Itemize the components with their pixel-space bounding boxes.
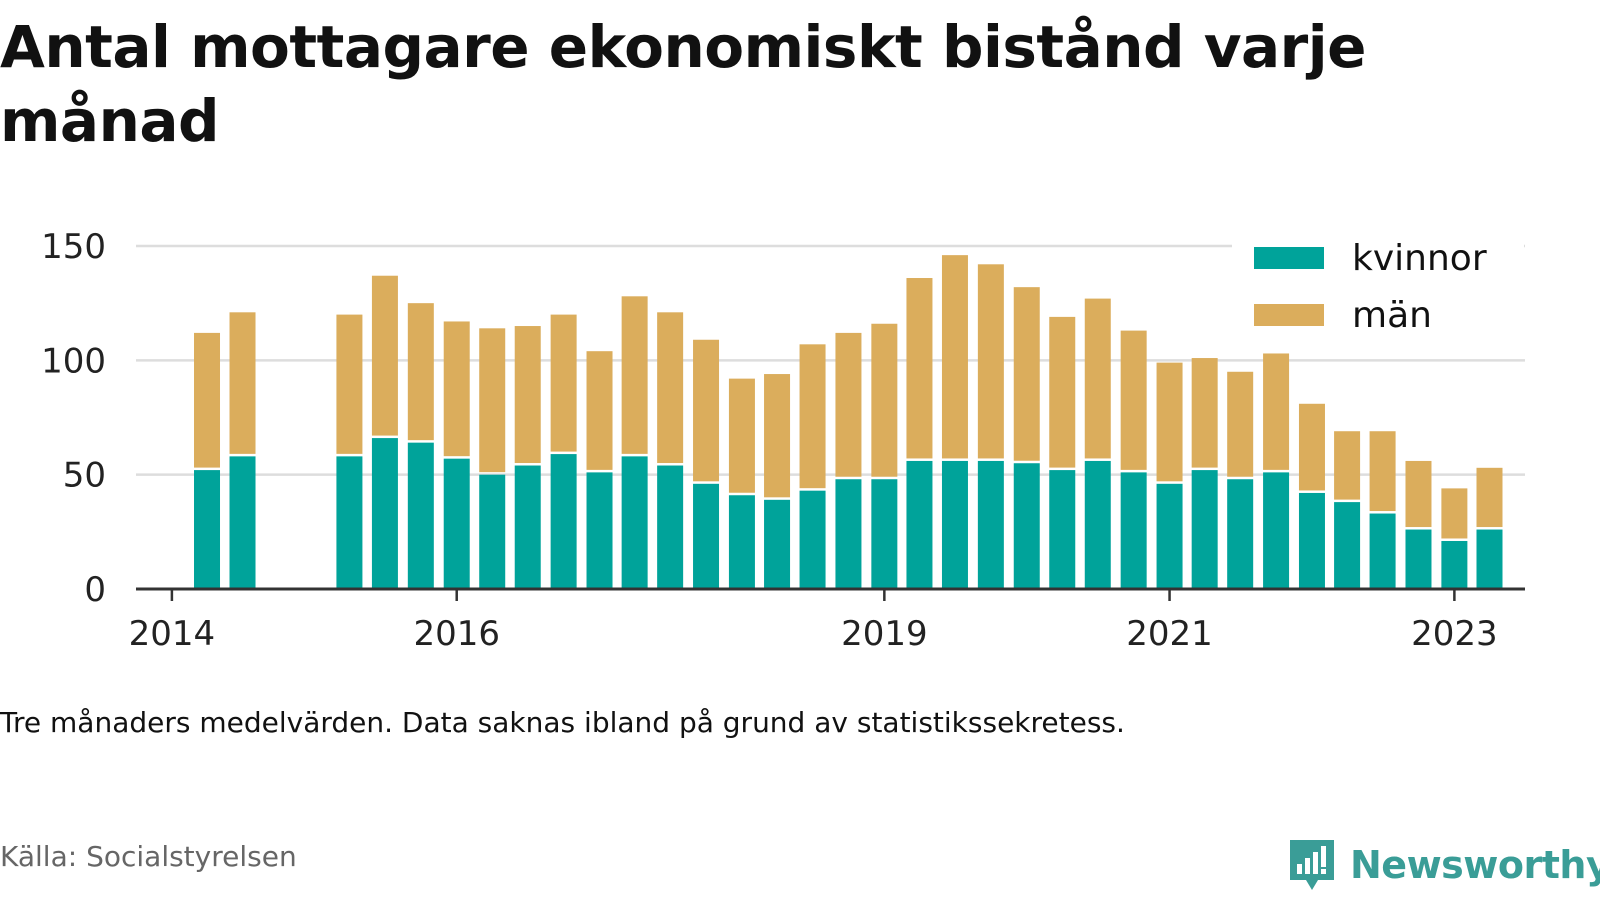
x-tick-label: 2019 [841, 614, 928, 654]
legend-swatch-kvinnor [1254, 247, 1324, 269]
bar-man [1191, 358, 1218, 468]
bar-kvinnor [1227, 479, 1254, 589]
bar-kvinnor [977, 460, 1004, 589]
y-tick-label: 50 [63, 456, 106, 496]
brand-name: Newsworthy [1350, 843, 1600, 887]
bar-man [657, 312, 684, 464]
bar-man [871, 323, 898, 477]
bar-kvinnor [336, 456, 363, 589]
chart-title: Antal mottagare ekonomiskt bistånd varje… [0, 13, 1367, 155]
bar-man [1084, 298, 1111, 459]
bar-man [1369, 431, 1396, 512]
bar-kvinnor [728, 495, 755, 589]
bar-kvinnor [443, 458, 470, 589]
bar-kvinnor [621, 456, 648, 589]
bar-man [336, 314, 363, 454]
bar-man [728, 378, 755, 493]
bar-kvinnor [586, 472, 613, 589]
bar-kvinnor [906, 460, 933, 589]
chart: 0 50 100 150 2014 2016 2019 2021 2023 kvinnor mä… [41, 227, 1525, 654]
bar-kvinnor [1120, 472, 1147, 589]
bar-kvinnor [229, 456, 256, 589]
bar-man [1013, 287, 1040, 461]
y-tick-label: 150 [41, 227, 106, 267]
bar-man [586, 351, 613, 470]
bar-man [977, 264, 1004, 459]
bar-man [550, 314, 577, 452]
bar-kvinnor [479, 474, 506, 589]
bar-man [1405, 460, 1432, 528]
bar-kvinnor [1441, 540, 1468, 589]
bar-kvinnor [1476, 529, 1503, 589]
bar-kvinnor [407, 442, 434, 589]
bar-man [229, 312, 256, 454]
bar-man [194, 332, 221, 468]
x-tick-label: 2021 [1126, 614, 1213, 654]
bar-man [514, 326, 541, 464]
bar-kvinnor [764, 499, 791, 589]
x-tick-label: 2023 [1411, 614, 1498, 654]
legend-label-man: män [1352, 295, 1432, 336]
bar-man [621, 296, 648, 454]
bar-man [1263, 353, 1290, 470]
brand-logo: Newsworthy [1288, 838, 1600, 892]
bar-kvinnor [550, 454, 577, 589]
bar-kvinnor [871, 479, 898, 589]
bar-man [1156, 362, 1183, 482]
bar-kvinnor [1013, 463, 1040, 589]
bar-kvinnor [514, 465, 541, 589]
legend-label-kvinnor: kvinnor [1352, 238, 1487, 279]
bar-kvinnor [693, 483, 720, 589]
chart-note: Tre månaders medelvärden. Data saknas ib… [0, 706, 1125, 739]
x-axis: 2014 2016 2019 2021 2023 [129, 587, 1525, 654]
bar-kvinnor [371, 438, 398, 589]
newsworthy-logo-icon [1290, 840, 1334, 890]
bars [194, 255, 1503, 589]
bar-man [1049, 316, 1076, 468]
bar-kvinnor [1049, 470, 1076, 589]
bar-kvinnor [835, 479, 862, 589]
bar-man [1476, 467, 1503, 528]
bar-kvinnor [1084, 460, 1111, 589]
bar-kvinnor [1156, 483, 1183, 589]
bar-man [479, 328, 506, 473]
bar-kvinnor [1191, 470, 1218, 589]
legend-swatch-man [1254, 304, 1324, 326]
source-text: Källa: Socialstyrelsen [0, 840, 297, 873]
bar-man [371, 275, 398, 436]
bar-man [1120, 330, 1147, 470]
bar-man [1334, 431, 1361, 500]
x-tick-label: 2016 [413, 614, 500, 654]
bar-kvinnor [1263, 472, 1290, 589]
bar-kvinnor [657, 465, 684, 589]
bar-man [799, 344, 826, 489]
y-tick-labels: 0 50 100 150 [41, 227, 106, 610]
bar-man [906, 278, 933, 459]
bar-kvinnor [799, 490, 826, 589]
bar-man [1227, 371, 1254, 477]
y-tick-label: 100 [41, 341, 106, 381]
bar-man [443, 321, 470, 457]
bar-man [835, 332, 862, 477]
legend: kvinnor män [1232, 234, 1524, 352]
x-tick-label: 2014 [129, 614, 216, 654]
bar-kvinnor [1334, 502, 1361, 589]
bar-kvinnor [1298, 492, 1325, 589]
bar-kvinnor [941, 460, 968, 589]
bar-man [693, 339, 720, 482]
bar-kvinnor [194, 470, 221, 589]
bar-man [764, 374, 791, 498]
bar-man [407, 303, 434, 441]
bar-man [941, 255, 968, 459]
bar-man [1441, 488, 1468, 539]
bar-kvinnor [1405, 529, 1432, 589]
bar-kvinnor [1369, 513, 1396, 589]
bar-man [1298, 403, 1325, 491]
y-tick-label: 0 [84, 570, 106, 610]
